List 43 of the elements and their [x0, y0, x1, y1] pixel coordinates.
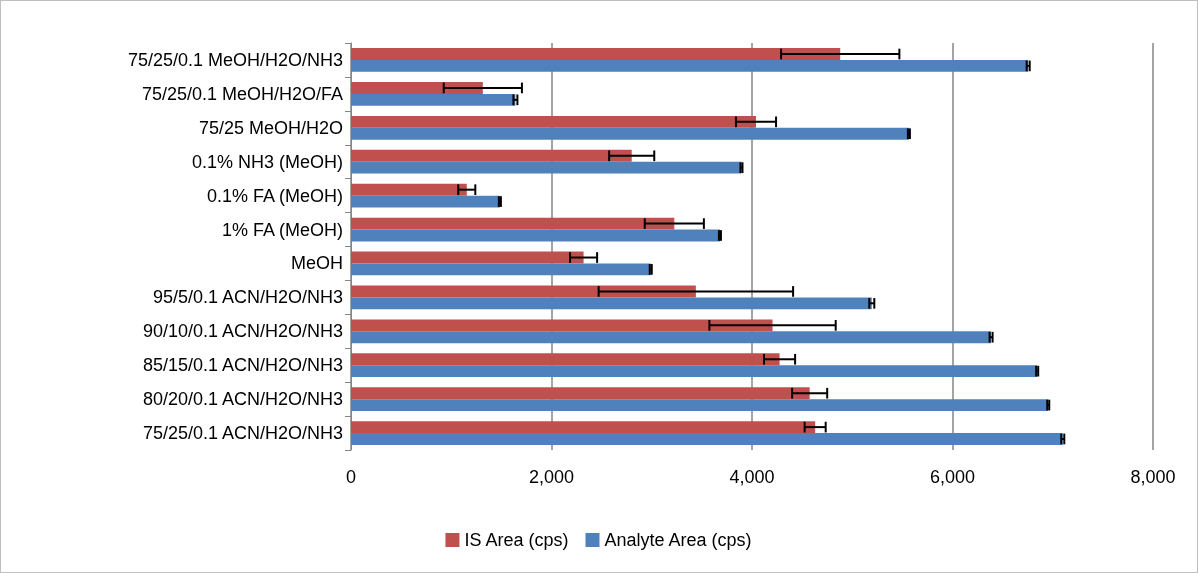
bar: [351, 48, 841, 60]
bar: [351, 433, 1063, 445]
y-tick-label: 90/10/0.1 ACN/H2O/NH3: [142, 321, 343, 342]
y-tick-label: 95/5/0.1 ACN/H2O/NH3: [152, 287, 343, 308]
bar: [351, 183, 467, 196]
bar: [351, 365, 1038, 378]
bar: [351, 297, 872, 310]
y-tick-label: 85/15/0.1 ACN/H2O/NH3: [142, 355, 343, 376]
x-tick-label: 6,000: [929, 467, 976, 487]
y-tick-label: 75/25/0.1 MeOH/H2O/NH3: [127, 49, 343, 70]
legend-label: Analyte Area (cps): [604, 530, 752, 550]
bar: [351, 353, 780, 366]
y-tick-label: MeOH: [290, 253, 343, 274]
y-tick-label: 75/25 MeOH/H2O: [198, 117, 343, 138]
x-tick-label: 4,000: [729, 467, 775, 487]
legend-label: IS Area (cps): [464, 530, 569, 550]
bar: [351, 82, 483, 94]
bar: [351, 285, 696, 298]
x-tick-label: 2,000: [528, 467, 575, 487]
bar: [351, 229, 720, 242]
bar: [351, 263, 651, 276]
y-tick-label: 75/25/0.1 MeOH/H2O/FA: [141, 83, 343, 104]
y-tick-label: 0.1% FA (MeOH): [206, 185, 343, 206]
bar: [351, 331, 992, 344]
x-tick-label: 8,000: [1130, 467, 1176, 487]
x-tick-label: 0: [345, 467, 357, 487]
bar: [351, 59, 1029, 72]
bar: [351, 115, 757, 128]
y-tick-label: 0.1% NH3 (MeOH): [191, 151, 343, 172]
bar: [351, 217, 675, 230]
bar: [351, 387, 810, 400]
bar: [351, 93, 516, 106]
bar: [351, 161, 742, 174]
y-tick-label: 75/25/0.1 ACN/H2O/NH3: [142, 423, 343, 444]
bar: [351, 127, 909, 140]
bar: [351, 319, 773, 332]
bar: [351, 251, 584, 264]
bar: [351, 421, 816, 434]
y-tick-label: 80/20/0.1 ACN/H2O/NH3: [142, 389, 343, 410]
bar: [351, 195, 500, 208]
bar: [351, 399, 1049, 411]
bar: [351, 149, 632, 162]
y-tick-label: 1% FA (MeOH): [221, 219, 343, 240]
